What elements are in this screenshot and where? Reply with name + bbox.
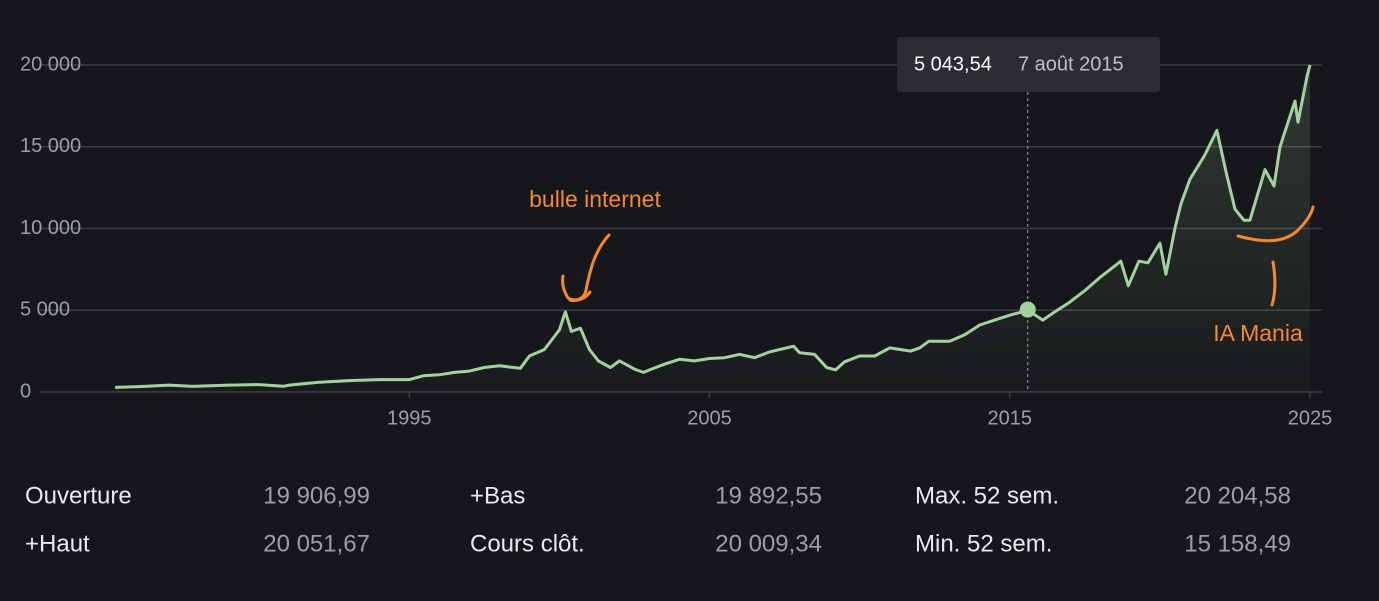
annotation: IA Mania xyxy=(1213,320,1303,346)
stat-value: 19 892,55 xyxy=(715,482,822,509)
annotation-arrow xyxy=(561,233,611,302)
area xyxy=(115,65,1310,392)
x-tick-label: 1995 xyxy=(387,407,432,429)
stat-label: Cours clôt. xyxy=(470,530,585,557)
stat-label: Min. 52 sem. xyxy=(915,530,1052,557)
y-tick-label: 15 000 xyxy=(20,135,81,157)
hover-point xyxy=(1019,301,1036,318)
stat-label: Max. 52 sem. xyxy=(915,482,1059,509)
y-tick-label: 10 000 xyxy=(20,217,81,239)
stat-label: +Bas xyxy=(470,482,525,509)
line xyxy=(115,64,1312,389)
stat-value: 20 051,67 xyxy=(263,530,370,557)
stat-value: 20 009,34 xyxy=(715,530,822,557)
stat-label: +Haut xyxy=(25,530,90,557)
annotation: bulle internet xyxy=(529,186,661,212)
y-tick-label: 20 000 xyxy=(20,53,81,75)
y-tick-label: 5 000 xyxy=(20,299,70,321)
x-tick-label: 2025 xyxy=(1288,407,1333,429)
annotation-arrow xyxy=(1236,205,1315,307)
x-tick-label: 2005 xyxy=(687,407,732,429)
stat-label: Ouverture xyxy=(25,482,132,509)
x-tick-label: 2015 xyxy=(988,407,1033,429)
stat-value: 19 906,99 xyxy=(263,482,370,509)
y-tick-label: 0 xyxy=(20,380,31,402)
tooltip-value: 5 043,54 xyxy=(914,53,992,75)
stat-value: 15 158,49 xyxy=(1184,530,1291,557)
tooltip-date: 7 août 2015 xyxy=(1018,53,1124,75)
tooltip-box xyxy=(897,37,1160,92)
stat-value: 20 204,58 xyxy=(1184,482,1291,509)
